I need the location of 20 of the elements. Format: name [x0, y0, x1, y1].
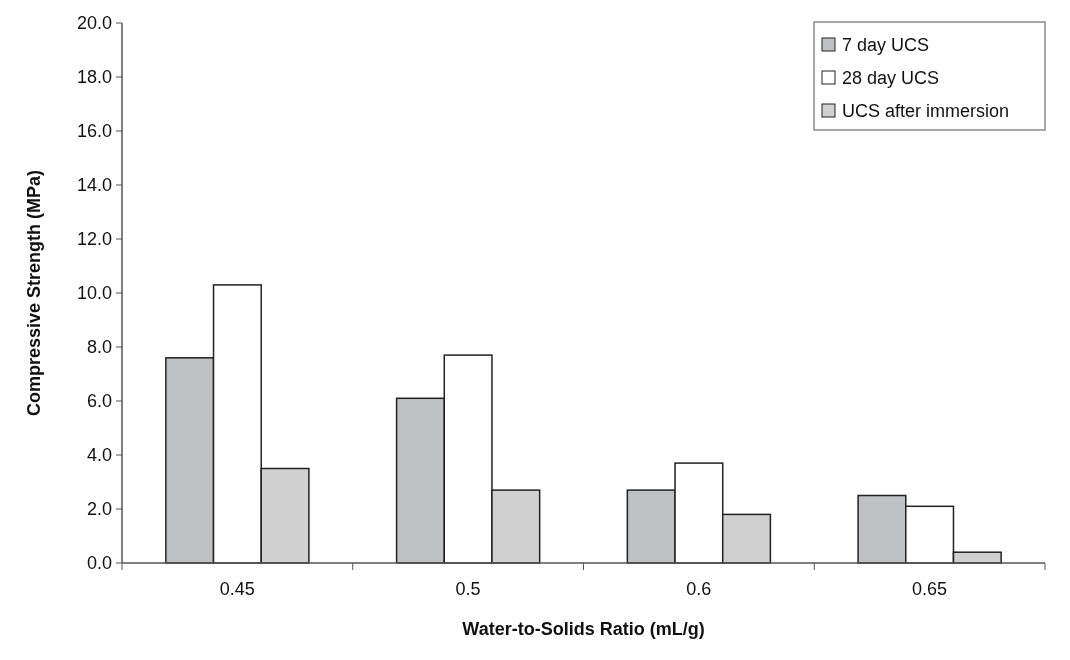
- legend-label: 7 day UCS: [842, 35, 930, 56]
- y-tick-label: 12.0: [76, 229, 112, 250]
- legend-label: UCS after immersion: [842, 101, 1010, 122]
- y-tick-label: 4.0: [86, 445, 112, 466]
- y-tick-label: 14.0: [76, 175, 112, 196]
- y-tick-label: 8.0: [86, 337, 112, 358]
- y-tick-label: 0.0: [86, 553, 112, 574]
- x-tick-label: 0.45: [219, 579, 255, 599]
- y-tick-label: 2.0: [86, 499, 112, 520]
- y-axis-title: Compressive Strength (MPa): [24, 169, 44, 417]
- x-axis-title: Water-to-Solids Ratio (mL/g): [462, 619, 705, 639]
- y-tick-label: 6.0: [86, 391, 112, 412]
- x-tick-label: 0.6: [686, 579, 712, 599]
- y-tick-label: 16.0: [76, 121, 112, 142]
- y-tick-label: 10.0: [76, 283, 112, 304]
- y-tick-label: 20.0: [76, 13, 112, 34]
- y-tick-label: 18.0: [76, 67, 112, 88]
- x-tick-label: 0.5: [455, 579, 481, 599]
- x-tick-label: 0.65: [912, 579, 948, 599]
- legend-label: 28 day UCS: [842, 68, 940, 89]
